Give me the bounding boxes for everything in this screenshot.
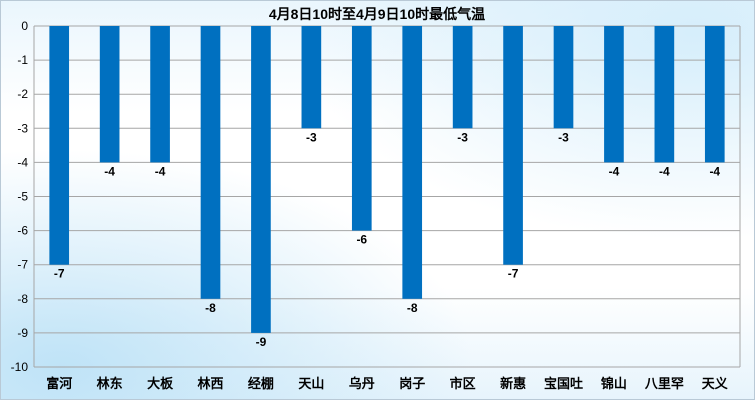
data-label: -4 — [609, 164, 620, 178]
y-tick-label: -1 — [17, 53, 28, 67]
y-tick-label: 0 — [21, 19, 28, 33]
data-label: -3 — [558, 130, 569, 144]
bar — [654, 26, 675, 163]
y-axis: 0 -1 -2 -3 -4 -5 -6 -7 -8 -9 -10 — [11, 19, 741, 374]
x-tick-label: 乌丹 — [349, 376, 375, 391]
data-label: -4 — [659, 164, 670, 178]
bar — [351, 26, 372, 231]
x-tick-label: 林西 — [197, 376, 223, 391]
x-tick-label: 天义 — [702, 376, 729, 391]
chart-title: 4月8日10时至4月9日10时最低气温 — [269, 6, 485, 22]
x-tick-label: 八里罕 — [644, 376, 684, 391]
bar — [150, 26, 170, 163]
bar — [503, 26, 523, 265]
data-label: -9 — [256, 335, 267, 349]
data-label: -7 — [54, 267, 65, 281]
y-tick-label: -3 — [17, 121, 28, 135]
data-labels: -7 -4 -4 -8 -9 -3 -6 -8 -3 -7 -3 -4 -4 -4 — [54, 130, 721, 349]
y-tick-label: -7 — [17, 258, 28, 272]
bar — [553, 26, 574, 129]
x-tick-label: 新惠 — [500, 376, 526, 391]
gridlines — [34, 25, 740, 368]
data-label: -4 — [104, 164, 115, 178]
bar — [251, 26, 271, 333]
x-tick-label: 市区 — [450, 376, 476, 391]
data-label: -7 — [508, 267, 519, 281]
bar — [704, 26, 725, 163]
y-tick-label: -2 — [17, 87, 28, 101]
data-label: -3 — [457, 130, 468, 144]
bar — [49, 26, 70, 265]
y-tick-label: -8 — [17, 292, 28, 306]
bar — [99, 26, 120, 163]
x-tick-label: 岗子 — [399, 376, 425, 391]
x-tick-label: 天山 — [298, 376, 324, 391]
x-tick-label: 富河 — [46, 376, 72, 391]
data-label: -6 — [356, 233, 367, 247]
data-label: -4 — [709, 164, 720, 178]
y-tick-label: -9 — [17, 326, 28, 340]
y-tick-label: -4 — [17, 155, 28, 169]
x-tick-label: 林东 — [97, 376, 123, 391]
bar — [604, 26, 624, 163]
bar — [402, 26, 423, 299]
y-tick-label: -5 — [17, 190, 28, 204]
bars — [49, 26, 725, 333]
y-tick-label: -10 — [11, 360, 29, 374]
y-tick-label: -6 — [17, 224, 28, 238]
data-label: -8 — [407, 301, 418, 315]
x-tick-label: 经棚 — [248, 376, 274, 391]
data-label: -8 — [205, 301, 216, 315]
x-axis: 富河 林东 大板 林西 经棚 天山 乌丹 岗子 市区 新惠 宝国吐 锦山 八里罕 天义 — [46, 376, 729, 391]
bar — [452, 26, 473, 129]
x-tick-label: 大板 — [147, 376, 174, 391]
x-tick-label: 锦山 — [601, 376, 627, 391]
x-tick-label: 宝国吐 — [544, 376, 583, 391]
data-label: -4 — [155, 164, 166, 178]
bar — [301, 26, 322, 129]
data-label: -3 — [306, 130, 317, 144]
bar — [200, 26, 221, 299]
